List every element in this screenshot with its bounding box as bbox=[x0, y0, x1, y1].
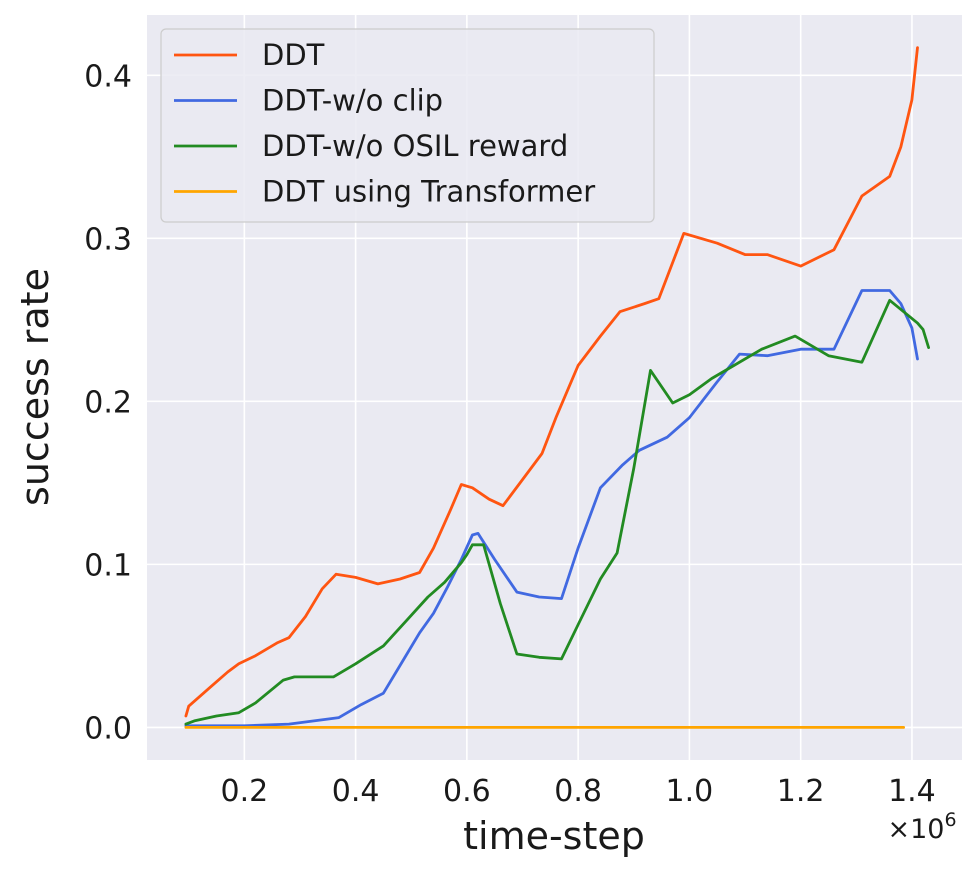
x-axis-multiplier: ×106 bbox=[887, 809, 956, 845]
y-tick-label: 0.2 bbox=[84, 385, 132, 420]
y-tick-label: 0.4 bbox=[84, 59, 132, 94]
series-line-ddt-w-o-osil-reward bbox=[184, 298, 930, 726]
x-tick-label: 0.6 bbox=[443, 774, 491, 809]
x-tick-label: 1.4 bbox=[888, 774, 936, 809]
y-tick-label: 0.0 bbox=[84, 711, 132, 746]
x-tick-label: 0.8 bbox=[554, 774, 602, 809]
y-axis-label: success rate bbox=[13, 268, 57, 506]
legend-label-ddt: DDT bbox=[262, 38, 325, 72]
series-lines bbox=[184, 46, 930, 729]
legend: DDT DDT-w/o clip DDT-w/o OSIL reward DDT us… bbox=[160, 28, 655, 223]
legend-label-ddt-w-o-osil-reward: DDT-w/o OSIL reward bbox=[262, 129, 568, 163]
x-multiplier-base: ×10 bbox=[887, 814, 944, 845]
x-axis-label: time-step bbox=[463, 814, 645, 858]
legend-box bbox=[160, 28, 655, 223]
x-multiplier-exponent: 6 bbox=[944, 809, 956, 831]
y-tick-label: 0.3 bbox=[84, 222, 132, 257]
tick-labels: 0.2 0.4 0.6 0.8 1.0 1.2 1.4 0.0 0.1 0.2 0.3 0.4 bbox=[84, 59, 936, 809]
x-tick-label: 1.2 bbox=[777, 774, 825, 809]
legend-label-ddt-using-transformer: DDT using Transformer bbox=[262, 175, 595, 209]
x-tick-label: 0.2 bbox=[220, 774, 268, 809]
x-tick-label: 0.4 bbox=[332, 774, 380, 809]
x-tick-label: 1.0 bbox=[666, 774, 714, 809]
legend-label-ddt-w-o-clip: DDT-w/o clip bbox=[262, 84, 443, 118]
y-tick-label: 0.1 bbox=[84, 548, 132, 583]
series-line-ddt bbox=[184, 46, 919, 718]
